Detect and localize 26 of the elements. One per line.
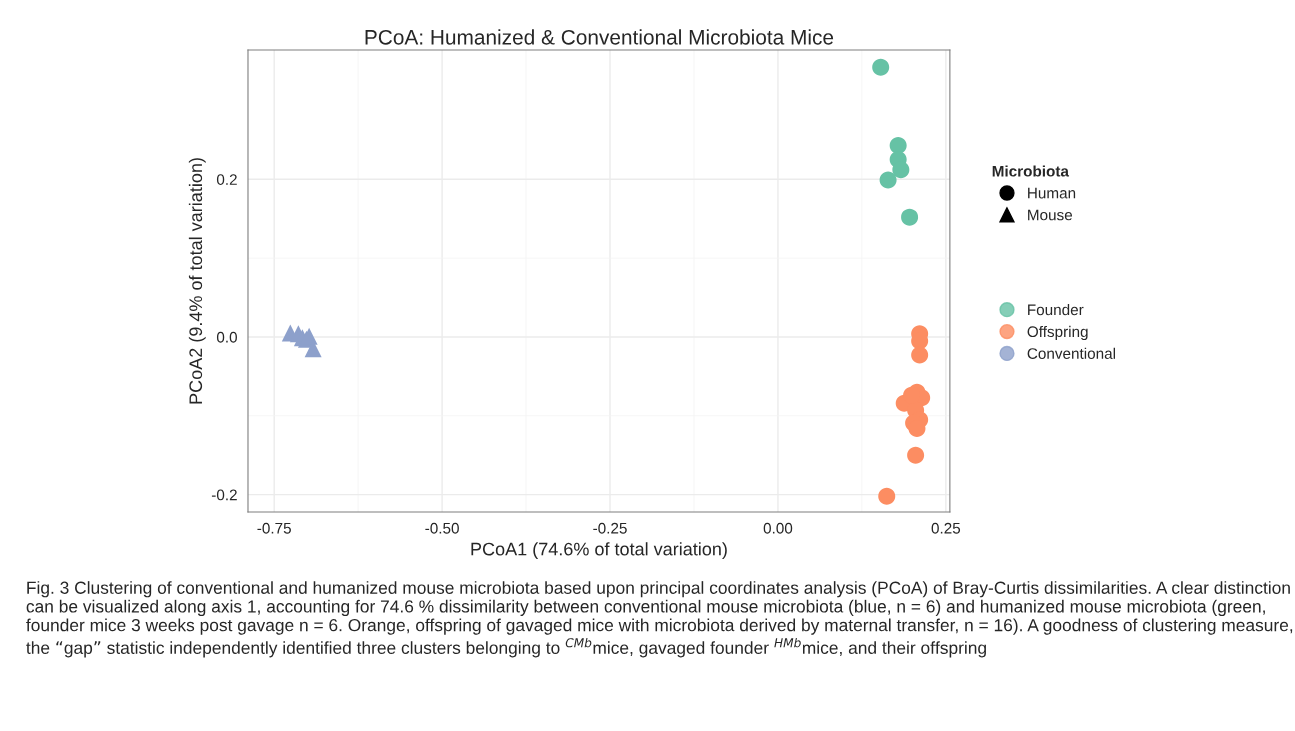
point — [907, 446, 925, 464]
y-axis-title: PCoA2 (9.4% of total variation) — [188, 158, 206, 404]
caption: Fig. 3 Clustering of conventional and humanized mouse microbiota based upon principal coordinates analysis (PCoA) of Bray-Curtis dissimilarities. A clear distinction can be visualized along axis 1, accounting for 74.6 % dissimilarity between conventional mouse microbiota (blue, n = 6) and humanized mouse microbiota (green, founder mice 3 weeks post gavage n = 6. Orange, offspring of gavaged mice with microbiota derived by maternal transfer, n = 16). A goodness of clustering measure, the “gap” statistic independently identified three clusters belonging to $^{CMb}$mice, gavaged founder $^{HMb}$mice, and their offspring — [26, 581, 1293, 658]
x-tick-label: -0.50 — [425, 522, 459, 534]
point — [901, 208, 919, 226]
point — [892, 161, 910, 179]
point — [889, 136, 907, 154]
point — [911, 346, 929, 364]
text: Human — [1028, 187, 1076, 199]
point — [872, 58, 890, 76]
x-tick-label: 0.25 — [931, 522, 961, 534]
text: Mouse — [1028, 209, 1073, 221]
x-tick-label: -0.25 — [593, 522, 627, 534]
chart-title: PCoA: Humanized & Conventional Microbiota Mice — [365, 29, 834, 45]
y-tick-label: -0.2 — [211, 489, 237, 501]
point — [878, 487, 896, 505]
point — [879, 171, 897, 189]
x-tick-label: -0.75 — [257, 522, 291, 534]
y-tick-label: 0.2 — [216, 174, 237, 185]
legend-label: Offspring — [1027, 325, 1088, 341]
legend-title: Microbiota — [992, 165, 1070, 177]
x-axis-title: PCoA1 (74.6% of total variation) — [471, 542, 727, 560]
legend-label: Founder — [1028, 303, 1084, 316]
x-tick-label: 0.00 — [763, 522, 793, 534]
legend-label: Conventional — [1027, 347, 1116, 359]
y-tick-label: 0.0 — [216, 331, 237, 343]
